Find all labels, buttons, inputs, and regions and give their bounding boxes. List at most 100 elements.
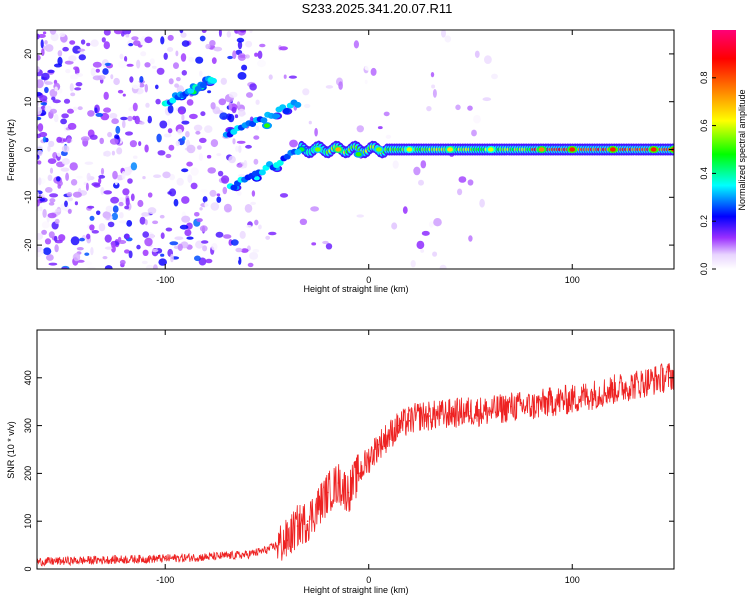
spectrogram-noise-cell <box>479 198 485 208</box>
spectrogram-noise-cell <box>124 249 130 254</box>
colorbar-label: Normalized spectral amplitude <box>737 89 747 210</box>
spectrogram-noise-cell <box>249 83 257 91</box>
snr-y-label: SNR (10 * v/v) <box>6 421 16 479</box>
spectrogram-noise-cell <box>325 243 333 250</box>
spectrogram-noise-cell <box>136 59 141 69</box>
spectrogram-noise-cell <box>89 134 98 140</box>
spectrogram-noise-cell <box>168 78 174 85</box>
spectrogram-noise-cell <box>288 75 297 79</box>
spectrogram-noise-cell <box>144 36 153 44</box>
spectrogram-noise-cell <box>103 30 111 36</box>
spectrogram-noise-cell <box>430 72 435 78</box>
spectrogram-noise-cell <box>111 150 115 156</box>
spectrogram-noise-cell <box>314 127 318 137</box>
spectrogram-noise-cell <box>181 120 190 125</box>
branch-cell <box>169 97 177 104</box>
spectrogram-noise-cell <box>279 46 288 51</box>
branch-cell <box>199 82 207 89</box>
spectrogram-noise-cell <box>37 233 43 240</box>
spectrogram-noise-cell <box>160 36 165 45</box>
spectrogram-noise-cell <box>174 83 180 88</box>
spectrogram-noise-cell <box>250 201 256 205</box>
spectrogram-noise-cell <box>169 173 176 181</box>
snr-data-point <box>286 539 289 542</box>
spectrogram-marks <box>37 30 674 269</box>
spectrogram-noise-cell <box>356 214 365 218</box>
spectrogram-noise-cell <box>179 224 189 230</box>
spectrogram-noise-cell <box>107 221 115 228</box>
spectrogram-noise-cell <box>76 175 83 179</box>
snr-data-point <box>612 389 614 391</box>
spectrogram-noise-cell <box>119 212 124 219</box>
spectrogram-noise-cell <box>199 137 207 143</box>
spectrogram-noise-cell <box>147 115 152 124</box>
spectrogram-noise-cell <box>218 98 227 106</box>
spectrogram-noise-cell <box>84 161 94 165</box>
spectrogram-noise-cell <box>175 140 180 147</box>
spectrogram-noise-cell <box>86 266 96 269</box>
spectrogram-noise-cell <box>162 171 171 179</box>
spectrogram-noise-cell <box>158 258 167 266</box>
spectrogram-noise-cell <box>289 139 298 148</box>
spectrogram-noise-cell <box>122 188 130 196</box>
spectrogram-noise-cell <box>85 182 89 191</box>
spectrogram-noise-cell <box>184 229 192 237</box>
snr-data-point <box>591 393 594 396</box>
spectrogram-noise-cell <box>210 202 220 211</box>
spectrogram-noise-cell <box>41 72 50 81</box>
spectrogram-noise-cell <box>491 73 498 80</box>
spectrogram-noise-cell <box>236 190 242 196</box>
spectrogram-noise-cell <box>455 104 461 111</box>
spectrogram-noise-cell <box>117 89 124 94</box>
spectrogram-noise-cell <box>126 220 133 227</box>
spectrogram-noise-cell <box>101 37 106 43</box>
snr-data-point <box>357 472 360 475</box>
spectrogram-noise-cell <box>232 50 237 60</box>
spectrogram-noise-cell <box>186 236 194 240</box>
colorbar-gradient <box>712 30 736 269</box>
spectrogram-noise-cell <box>202 245 208 252</box>
spectrogram-noise-cell <box>181 114 185 121</box>
snr-data-point <box>632 384 635 386</box>
spectrogram-noise-cell <box>92 75 102 81</box>
spectrogram-noise-cell <box>109 112 118 119</box>
spectrogram-noise-cell <box>167 128 173 134</box>
spectrogram-noise-cell <box>125 234 130 240</box>
spectrogram-noise-cell <box>176 85 185 94</box>
spectrogram-noise-cell <box>86 172 91 182</box>
spectrogram-noise-cell <box>432 89 437 98</box>
spectrogram-noise-cell <box>77 48 86 52</box>
spectrogram-noise-cell <box>147 192 153 198</box>
spectrogram-noise-cell <box>74 87 82 91</box>
spectrogram-noise-cell <box>105 214 111 221</box>
spectrogram-noise-cell <box>49 167 54 174</box>
spectrogram-noise-cell <box>51 96 56 101</box>
spectrogram-noise-cell <box>42 208 47 218</box>
spectrogram-noise-cell <box>153 264 158 269</box>
branch-cell <box>230 184 238 191</box>
spectrogram-noise-cell <box>98 223 106 232</box>
y-tick-label: 0 <box>23 566 33 571</box>
spectrogram-noise-cell <box>259 43 266 48</box>
ridge-point <box>314 147 321 152</box>
spectrogram-noise-cell <box>243 160 248 169</box>
spectrogram-noise-cell <box>253 158 259 165</box>
spectrogram-noise-cell <box>48 202 55 206</box>
spectrogram-noise-cell <box>177 128 183 135</box>
x-tick-label: -100 <box>156 575 174 585</box>
branch-cell <box>249 121 257 127</box>
spectrogram-noise-cell <box>169 241 179 246</box>
ridge-point <box>335 147 342 152</box>
spectrogram-noise-cell <box>62 46 69 52</box>
y-tick-label: 20 <box>23 49 33 59</box>
spectrogram-noise-cell <box>168 144 175 151</box>
spectrogram-noise-cell <box>126 63 134 67</box>
spectrogram-noise-cell <box>128 250 133 259</box>
spectrogram-noise-cell <box>37 54 41 61</box>
spectrogram-noise-cell <box>227 113 235 123</box>
spectrogram-noise-cell <box>46 254 54 261</box>
spectrogram-noise-cell <box>74 201 78 206</box>
spectrogram-noise-cell <box>160 253 165 257</box>
spectrogram-noise-cell <box>210 139 219 148</box>
spectrogram-noise-cell <box>49 30 57 35</box>
